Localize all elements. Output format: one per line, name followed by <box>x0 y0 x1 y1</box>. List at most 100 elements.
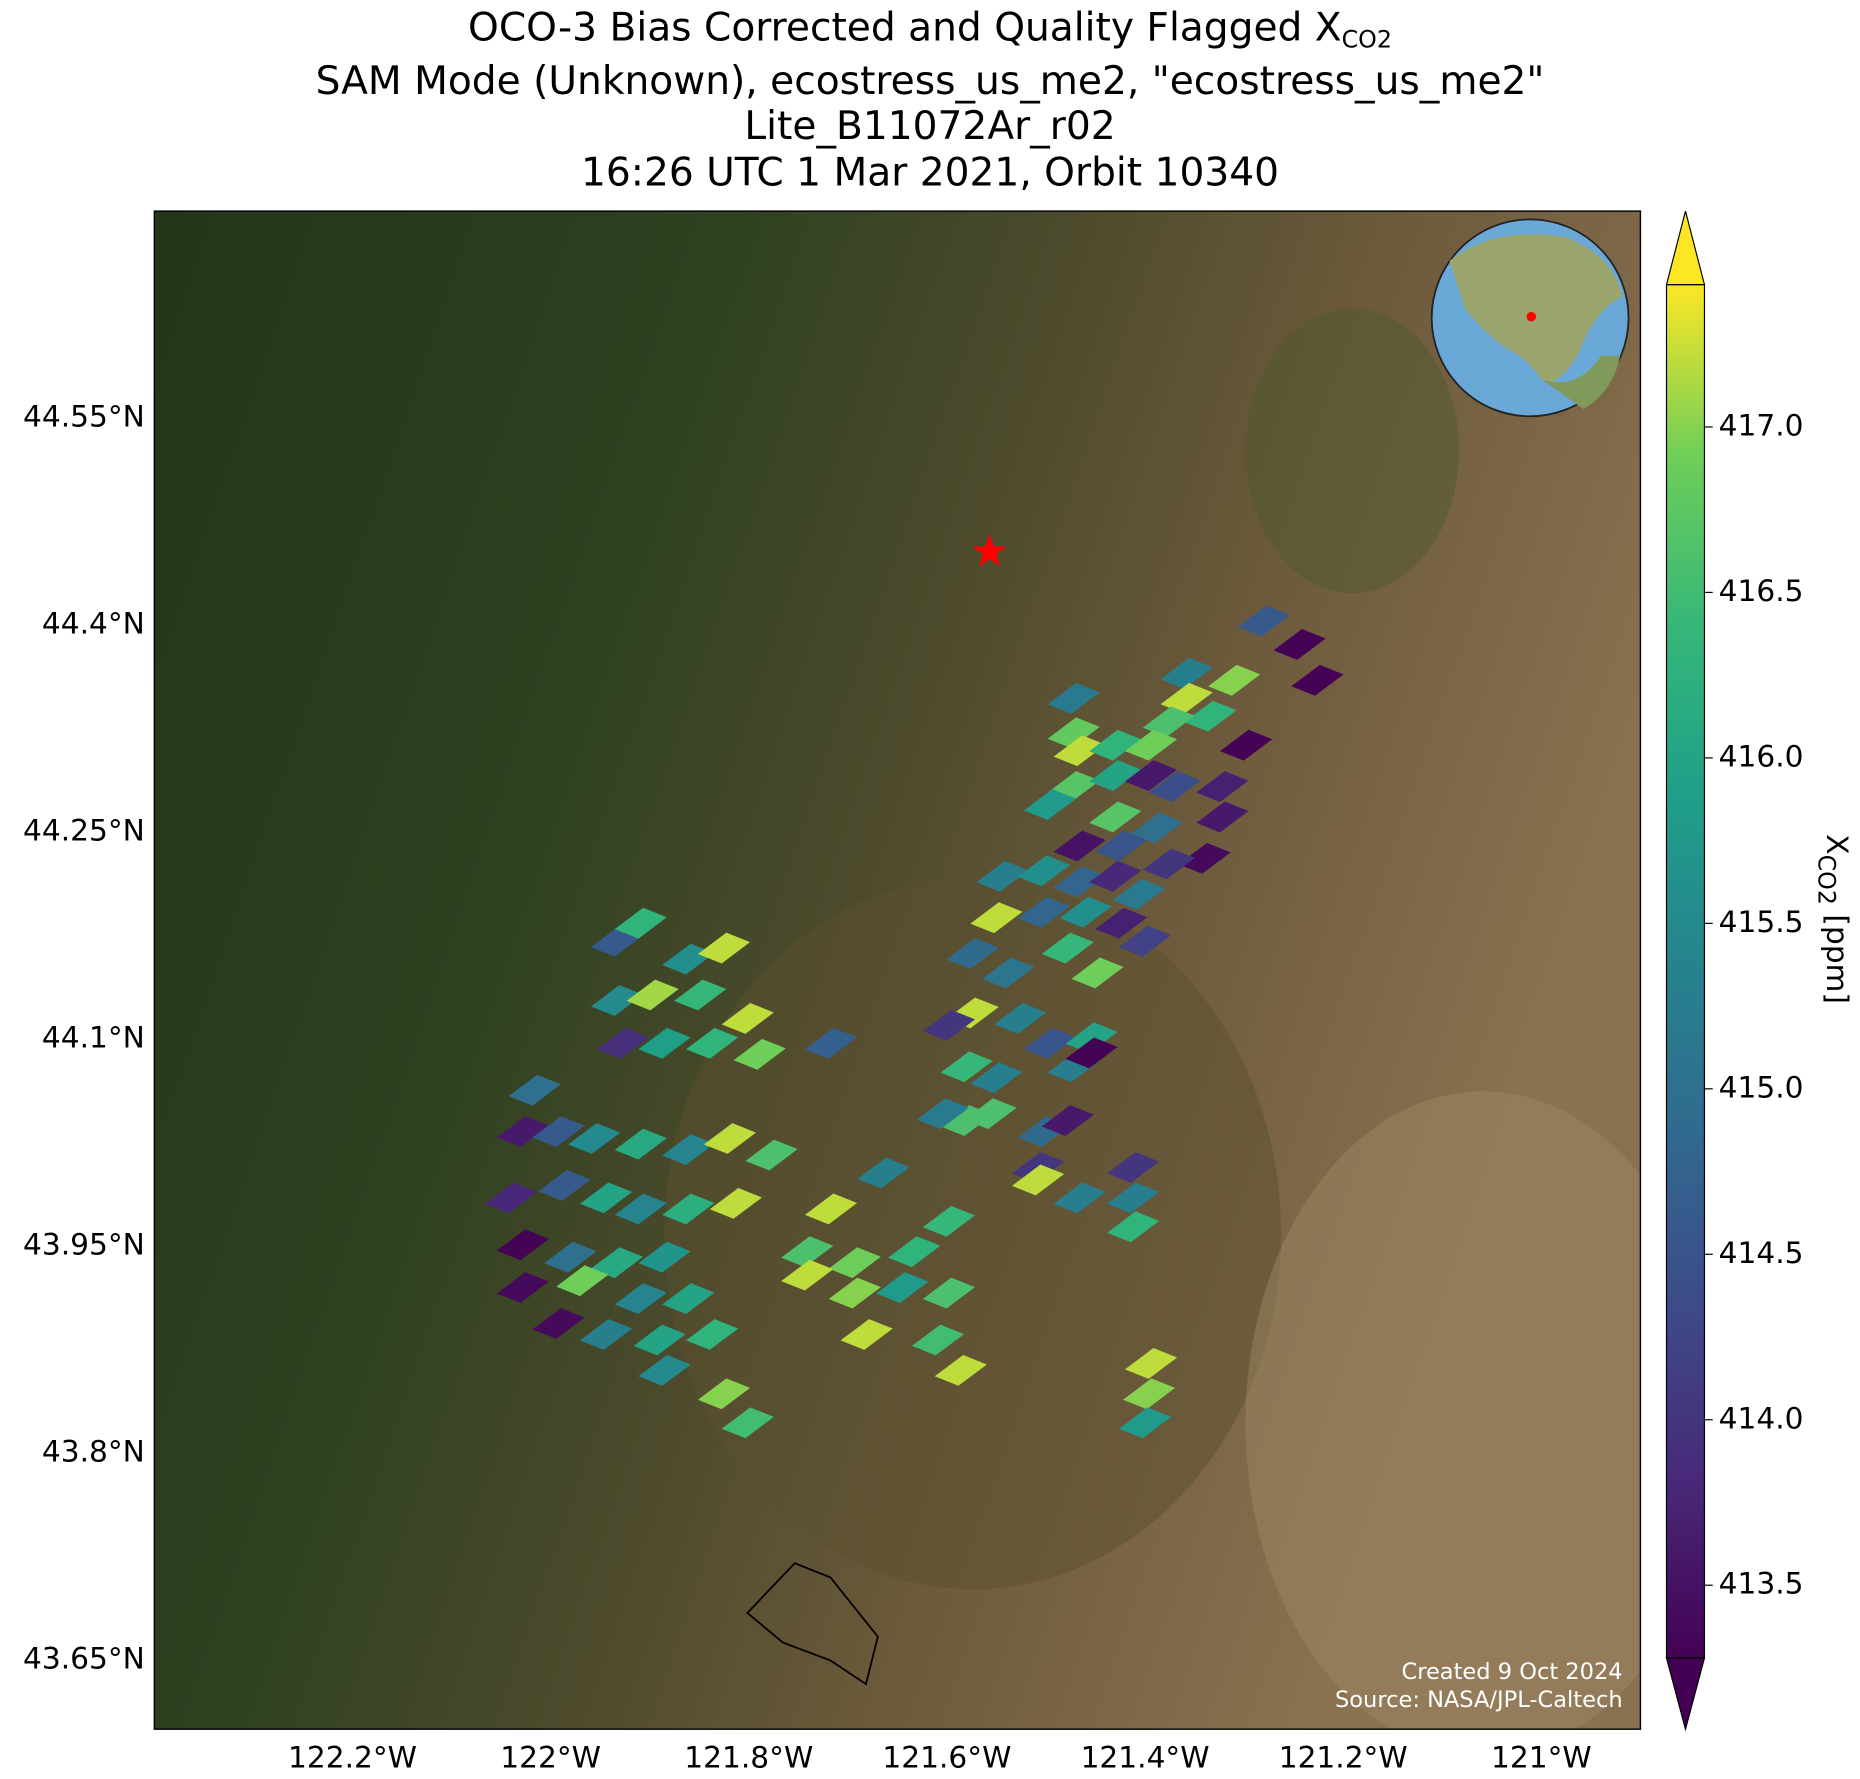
footprint <box>686 1319 739 1350</box>
footprint <box>496 1116 549 1148</box>
footprint <box>964 1098 1017 1130</box>
footprint <box>496 1229 549 1261</box>
footprint <box>1196 771 1249 803</box>
footprint <box>638 1354 691 1386</box>
footprint <box>1142 706 1195 738</box>
footprint <box>733 1038 786 1070</box>
credit: Created 9 Oct 2024 <box>1401 1659 1622 1685</box>
footprint <box>709 1187 762 1219</box>
footprint <box>1142 848 1195 880</box>
x-tick-label: 121.2°W <box>1279 1739 1408 1774</box>
footprint <box>1095 830 1148 862</box>
colorbar-tick-label: 414.5 <box>1719 1235 1804 1270</box>
footprint <box>686 1027 739 1059</box>
footprint <box>888 1236 941 1268</box>
colorbar-tick-label: 413.5 <box>1719 1566 1804 1601</box>
footprint <box>922 1009 975 1041</box>
footprint <box>626 979 679 1011</box>
colorbar-tick-label: 416.5 <box>1719 573 1804 608</box>
y-tick-label: 44.4°N <box>42 606 145 641</box>
colorbar-tick-label: 414.0 <box>1719 1400 1804 1435</box>
footprint <box>638 1241 691 1273</box>
footprint <box>633 1324 686 1356</box>
x-tick-label: 122.2°W <box>288 1739 417 1774</box>
footprint <box>1118 925 1172 957</box>
footprint <box>840 1319 893 1350</box>
footprints <box>484 605 1344 1439</box>
footprint <box>662 1193 715 1225</box>
x-tick-label: 121°W <box>1491 1739 1592 1774</box>
footprint <box>662 1283 715 1315</box>
colorbar-extend-max <box>1665 210 1706 286</box>
colorbar-tick-label: 417.0 <box>1719 407 1804 442</box>
footprint <box>697 1378 751 1410</box>
footprint <box>590 985 644 1016</box>
title-line: 16:26 UTC 1 Mar 2021, Orbit 10340 <box>581 150 1279 195</box>
footprint <box>994 1003 1047 1034</box>
title-line: Lite_B11072Ar_r02 <box>744 104 1115 149</box>
footprint <box>721 1407 774 1439</box>
colorbar-label: XCO2 [ppm] <box>1813 834 1856 1004</box>
footprint <box>916 1098 970 1130</box>
footprint <box>674 979 727 1011</box>
title-text: OCO-3 Bias Corrected and Quality Flagged… <box>468 5 1342 50</box>
map-area <box>154 211 1641 1730</box>
footprint <box>580 1182 633 1214</box>
footprint <box>614 907 667 939</box>
footprint <box>508 1074 561 1106</box>
footprint <box>538 1170 591 1201</box>
footprint <box>1065 1037 1118 1069</box>
footprint <box>1023 789 1077 820</box>
footprint <box>614 1128 667 1160</box>
footprint <box>1124 760 1178 791</box>
footprint <box>1059 896 1112 928</box>
footprint <box>1113 878 1166 910</box>
footprint <box>911 1324 965 1356</box>
site-star <box>972 534 1007 567</box>
title-text: 16:26 UTC 1 Mar 2021, Orbit 10340 <box>581 150 1279 195</box>
footprint <box>1208 664 1261 696</box>
footprint <box>703 1123 757 1154</box>
boundary <box>746 1562 879 1686</box>
y-tick-label: 44.25°N <box>23 813 145 848</box>
footprint <box>638 1027 691 1059</box>
footprint <box>1118 1407 1172 1439</box>
footprint <box>1130 812 1184 844</box>
footprint <box>1053 1182 1106 1214</box>
footprint <box>1041 932 1094 964</box>
footprint <box>1122 1378 1176 1410</box>
y-tick-label: 43.95°N <box>23 1227 145 1262</box>
footprint <box>922 1277 975 1309</box>
title: OCO-3 Bias Corrected and Quality Flagged… <box>316 5 1545 195</box>
basemap-shade <box>1245 1091 1641 1730</box>
footprint <box>614 1193 667 1225</box>
footprint <box>1107 1211 1160 1243</box>
colorbar-label-text: X <box>1821 834 1856 854</box>
footprint <box>1041 1105 1094 1136</box>
footprint <box>484 1182 538 1214</box>
footprint <box>1178 842 1231 874</box>
y-tick-label: 43.65°N <box>23 1641 145 1676</box>
colorbar-extend-min <box>1665 1657 1706 1732</box>
footprint <box>1089 801 1142 833</box>
title-text: Lite_B11072Ar_r02 <box>744 104 1115 149</box>
colorbar-body <box>1666 284 1705 1659</box>
footprint <box>1220 729 1273 761</box>
colorbar-label-unit: [ppm] <box>1821 914 1856 1004</box>
footprint <box>596 1027 650 1059</box>
title-subscript: CO2 <box>1342 25 1392 53</box>
footprint <box>544 1241 597 1273</box>
footprint <box>568 1123 621 1154</box>
footprint <box>857 1157 910 1189</box>
footprint <box>828 1247 881 1279</box>
x-tick-label: 122°W <box>500 1739 601 1774</box>
footprint <box>1047 717 1100 749</box>
title-line: SAM Mode (Unknown), ecostress_us_me2, "e… <box>316 59 1545 104</box>
footprint <box>590 1247 644 1279</box>
footprint <box>1053 830 1106 862</box>
footprint <box>781 1236 834 1268</box>
map-frame <box>153 210 1642 1730</box>
inset-site <box>1526 311 1537 322</box>
footprint <box>1017 896 1071 928</box>
